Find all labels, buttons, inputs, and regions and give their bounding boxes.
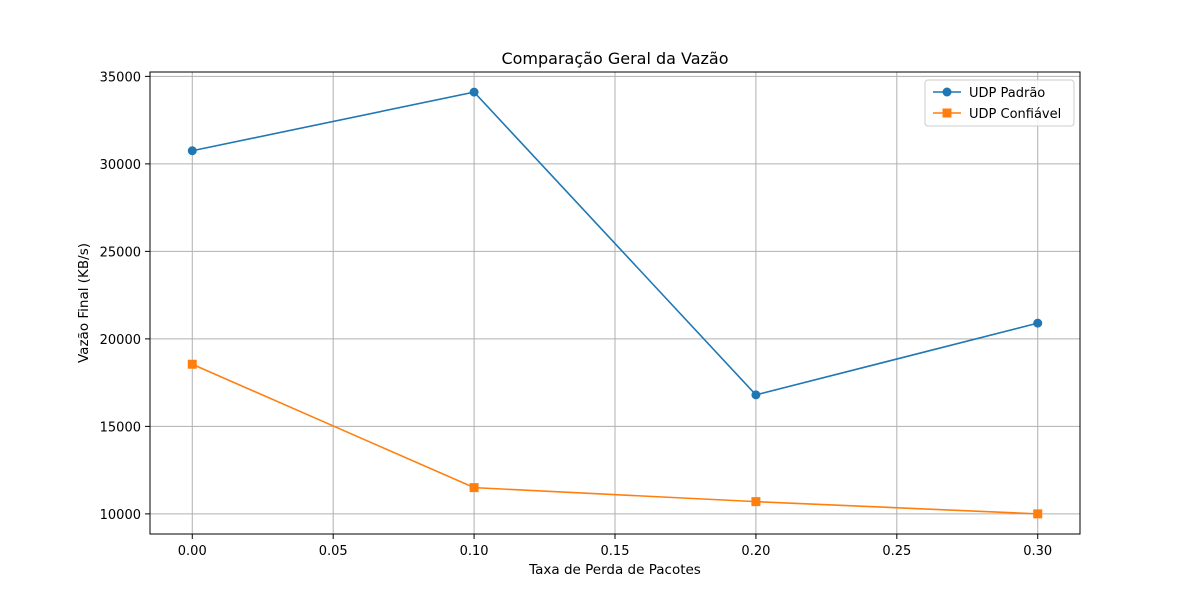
grid-lines — [150, 72, 1080, 534]
legend-marker — [942, 87, 952, 97]
legend-entry-label: UDP Padrão — [969, 86, 1045, 101]
legend-entry-label: UDP Confiável — [969, 107, 1061, 122]
series-line — [192, 91, 1038, 396]
y-tick-label: 20000 — [100, 333, 141, 348]
data-point — [187, 359, 197, 369]
data-point — [469, 87, 479, 97]
x-tick-label: 0.25 — [882, 544, 911, 559]
y-tick-label: 10000 — [100, 508, 141, 523]
data-point — [1033, 318, 1043, 328]
x-tick-label: 0.00 — [178, 544, 207, 559]
y-tick-label: 35000 — [100, 70, 141, 85]
x-tick-label: 0.20 — [741, 544, 770, 559]
data-point — [751, 497, 761, 507]
x-axis-label: Taxa de Perda de Pacotes — [528, 562, 701, 578]
legend: UDP Padrão UDP Confiável — [924, 79, 1075, 127]
y-tick-label: 30000 — [100, 158, 141, 173]
x-tick-label: 0.30 — [1023, 544, 1052, 559]
data-point — [469, 483, 479, 493]
x-tick-label: 0.15 — [601, 544, 630, 559]
x-tick-label: 0.05 — [319, 544, 348, 559]
legend-box — [924, 79, 1075, 127]
x-axis-ticks: 0.00 0.05 0.10 0.15 0.20 0.25 0.30 — [178, 534, 1052, 559]
y-axis-ticks: 10000 15000 20000 25000 30000 35000 — [100, 70, 150, 523]
x-tick-label: 0.10 — [460, 544, 489, 559]
data-point — [751, 390, 761, 400]
y-tick-label: 15000 — [100, 420, 141, 435]
y-tick-label: 25000 — [100, 245, 141, 260]
chart-title: Comparação Geral da Vazão — [501, 49, 728, 68]
data-point — [187, 146, 197, 156]
series-line — [191, 363, 1038, 515]
series-layer — [187, 87, 1043, 519]
legend-marker — [942, 108, 952, 118]
y-axis-label: Vazão Final (KB/s) — [76, 243, 92, 363]
data-point — [1033, 509, 1043, 519]
